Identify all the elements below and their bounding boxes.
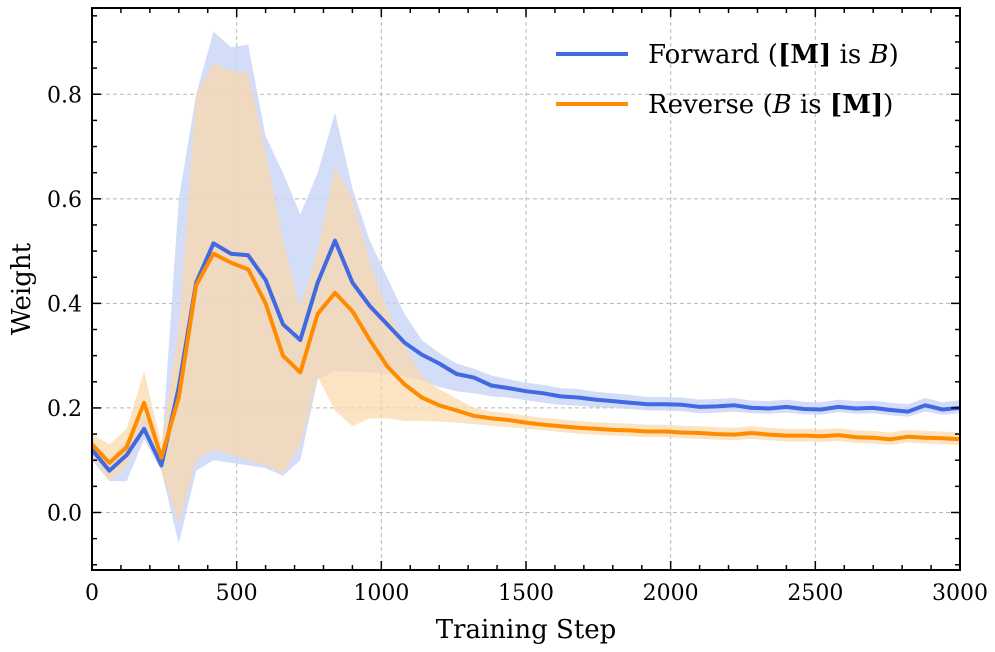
y-tick-label: 0.4: [47, 292, 82, 317]
y-tick-label: 0.8: [47, 83, 82, 108]
x-tick-label: 1500: [498, 581, 554, 606]
axis-ticks: [91, 8, 961, 570]
x-tick-label: 3000: [932, 581, 988, 606]
x-axis-title: Training Step: [436, 615, 617, 645]
x-tick-label: 2500: [787, 581, 843, 606]
y-axis-title: Weight: [7, 242, 37, 335]
legend-label-forward: Forward ([M] is B): [648, 40, 899, 70]
x-tick-label: 500: [216, 581, 258, 606]
series-lines: [90, 238, 961, 473]
x-tick-label: 1000: [353, 581, 409, 606]
x-tick-label: 0: [85, 581, 99, 606]
series-line-forward: [90, 238, 961, 473]
confidence-band-reverse: [92, 62, 960, 523]
y-tick-label: 0.2: [47, 397, 82, 422]
y-tick-label: 0.6: [47, 188, 82, 213]
series-line-reverse: [90, 251, 961, 465]
tick-labels: 0 500 1000 1500 2000 2500 3000 0.0 0.2 0.4 0.6 0.8: [47, 83, 988, 606]
confidence-bands: [92, 31, 960, 544]
confidence-band-forward: [92, 31, 960, 544]
legend-label-reverse: Reverse (B is [M]): [648, 90, 893, 120]
x-tick-label: 2000: [643, 581, 699, 606]
legend: Forward ([M] is B) Reverse (B is [M]): [556, 40, 899, 120]
y-tick-label: 0.0: [47, 501, 82, 526]
